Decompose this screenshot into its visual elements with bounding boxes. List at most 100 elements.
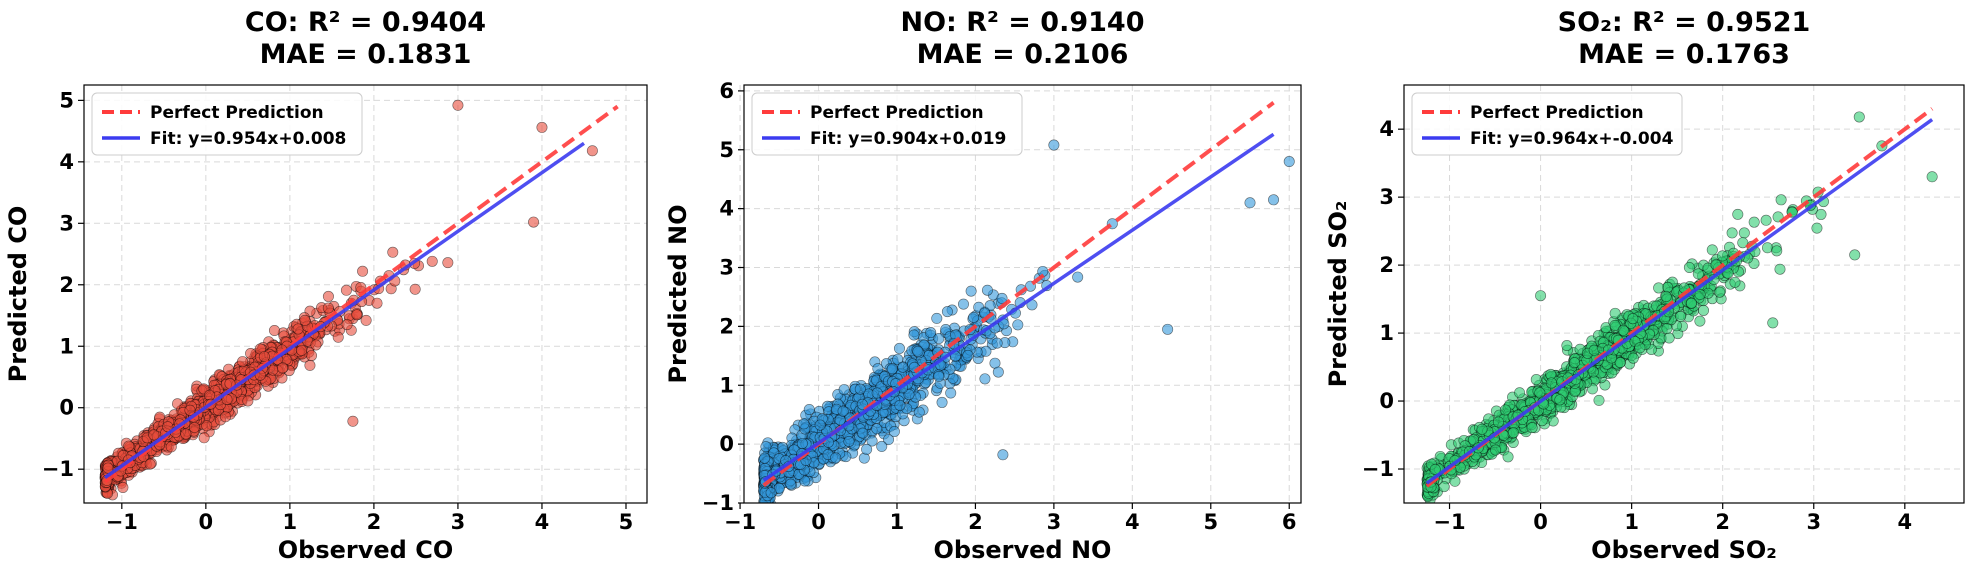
- chart-title: SO₂: R² = 0.9521: [1558, 7, 1811, 38]
- x-tick-label: −1: [106, 510, 138, 534]
- scatter-point: [765, 487, 777, 499]
- y-axis-label: Predicted SO₂: [1324, 201, 1352, 388]
- scatter-point: [198, 432, 210, 444]
- scatter-point: [931, 312, 943, 324]
- x-tick-label: 0: [811, 510, 826, 534]
- scatter-point: [1568, 357, 1580, 369]
- scatter-point: [1048, 139, 1060, 151]
- scatter-point: [866, 435, 878, 447]
- scatter-point: [854, 383, 866, 395]
- scatter-point: [886, 363, 898, 375]
- scatter-point: [1849, 249, 1861, 261]
- scatter-point: [219, 411, 231, 423]
- x-tick-label: 6: [1282, 510, 1297, 534]
- chart-subtitle: MAE = 0.1831: [260, 39, 472, 70]
- y-tick-label: 0: [59, 396, 74, 420]
- scatter-point: [371, 297, 383, 309]
- scatter-point: [223, 363, 235, 375]
- scatter-point: [536, 121, 548, 133]
- scatter-point: [340, 284, 352, 296]
- x-tick-label: 4: [1898, 510, 1913, 534]
- scatter-point: [1767, 317, 1779, 329]
- scatter-point: [1545, 377, 1557, 389]
- y-tick-label: −1: [42, 457, 74, 481]
- scatter-point: [1012, 319, 1024, 331]
- scatter-point: [759, 452, 771, 464]
- scatter-point: [341, 319, 353, 331]
- scatter-point: [1587, 366, 1599, 378]
- scatter-point: [310, 339, 322, 351]
- ticks: −1 0 1 2 3 4 −1 0 1 2 3 4: [1362, 117, 1912, 534]
- scatter-point: [1490, 444, 1502, 456]
- scatter-point: [1926, 171, 1938, 183]
- scatter-point: [837, 405, 849, 417]
- scatter-point: [897, 361, 909, 373]
- y-tick-label: 1: [59, 334, 74, 358]
- scatter-point: [1706, 244, 1718, 256]
- axes-frame: [743, 84, 1302, 504]
- scatter-point: [933, 333, 945, 345]
- scatter-point: [968, 311, 980, 323]
- scatter-point: [979, 373, 991, 385]
- scatter-point: [387, 246, 399, 258]
- scatter-point: [409, 283, 421, 295]
- scatter-point: [814, 419, 826, 431]
- scatter-point: [1429, 463, 1441, 475]
- scatter-point: [1732, 208, 1744, 220]
- scatter-point: [830, 452, 842, 464]
- scatter-point: [1535, 290, 1547, 302]
- legend-fit-label: Fit: y=0.964x+-0.004: [1470, 129, 1674, 149]
- legend-fit-label: Fit: y=0.904x+0.019: [810, 129, 1006, 149]
- scatter-point: [306, 350, 318, 362]
- scatter-point: [760, 441, 772, 453]
- scatter-point: [1499, 404, 1511, 416]
- fit-line: [762, 132, 1275, 482]
- scatter-point: [857, 427, 869, 439]
- scatter-point: [941, 306, 953, 318]
- scatter-point: [1685, 297, 1697, 309]
- scatter-point: [268, 324, 280, 336]
- scatter-point: [796, 437, 808, 449]
- scatter-point: [360, 314, 372, 326]
- ticks: −1 0 1 2 3 4 5 6 −1 0 1 2 3 4 5 6: [702, 79, 1297, 534]
- scatter-point: [1717, 250, 1729, 262]
- scatter-point: [1283, 156, 1295, 168]
- scatter-point: [1593, 394, 1605, 406]
- scatter-point: [1162, 323, 1174, 335]
- scatter-point: [296, 344, 308, 356]
- legend-perfect-label: Perfect Prediction: [1470, 103, 1644, 123]
- scatter-point: [991, 337, 1003, 349]
- fit-line: [104, 141, 585, 480]
- y-tick-label: 3: [1379, 185, 1394, 209]
- x-tick-label: 2: [968, 510, 983, 534]
- scatter-point: [871, 387, 883, 399]
- scatter-point: [1609, 319, 1621, 331]
- scatter-point: [123, 440, 135, 452]
- x-tick-label: −1: [724, 510, 756, 534]
- scatter-point: [1694, 315, 1706, 327]
- scatter-point: [299, 314, 311, 326]
- ticks: −1 0 1 2 3 4 5 −1 0 1 2 3 4 5: [42, 88, 634, 534]
- y-tick-label: −1: [1362, 457, 1394, 481]
- y-tick-label: 5: [719, 138, 734, 162]
- scatter-point: [144, 458, 156, 470]
- scatter-point: [876, 440, 888, 452]
- scatter-point: [201, 420, 213, 432]
- scatter-point: [1853, 111, 1865, 123]
- scatter-point: [442, 257, 454, 269]
- scatter-point: [1530, 374, 1542, 386]
- panel-2: −1 0 1 2 3 4 −1 0 1 2 3 4 Observed SO₂ Predicted SO₂ S…: [1324, 7, 1965, 564]
- y-tick-label: −1: [702, 491, 734, 515]
- scatter-point: [1609, 307, 1621, 319]
- legend: Perfect Prediction Fit: y=0.904x+0.019: [751, 92, 1023, 156]
- scatter-point: [1508, 427, 1520, 439]
- scatter-point: [763, 505, 773, 515]
- scatter-point: [258, 351, 270, 363]
- y-tick-label: 1: [1379, 321, 1394, 345]
- x-tick-label: 5: [1203, 510, 1218, 534]
- scatter-point: [759, 507, 769, 517]
- y-tick-label: 4: [1379, 117, 1394, 141]
- scatter-point: [1698, 304, 1710, 316]
- scatter-point: [1627, 352, 1639, 364]
- scatter-point: [1760, 214, 1772, 226]
